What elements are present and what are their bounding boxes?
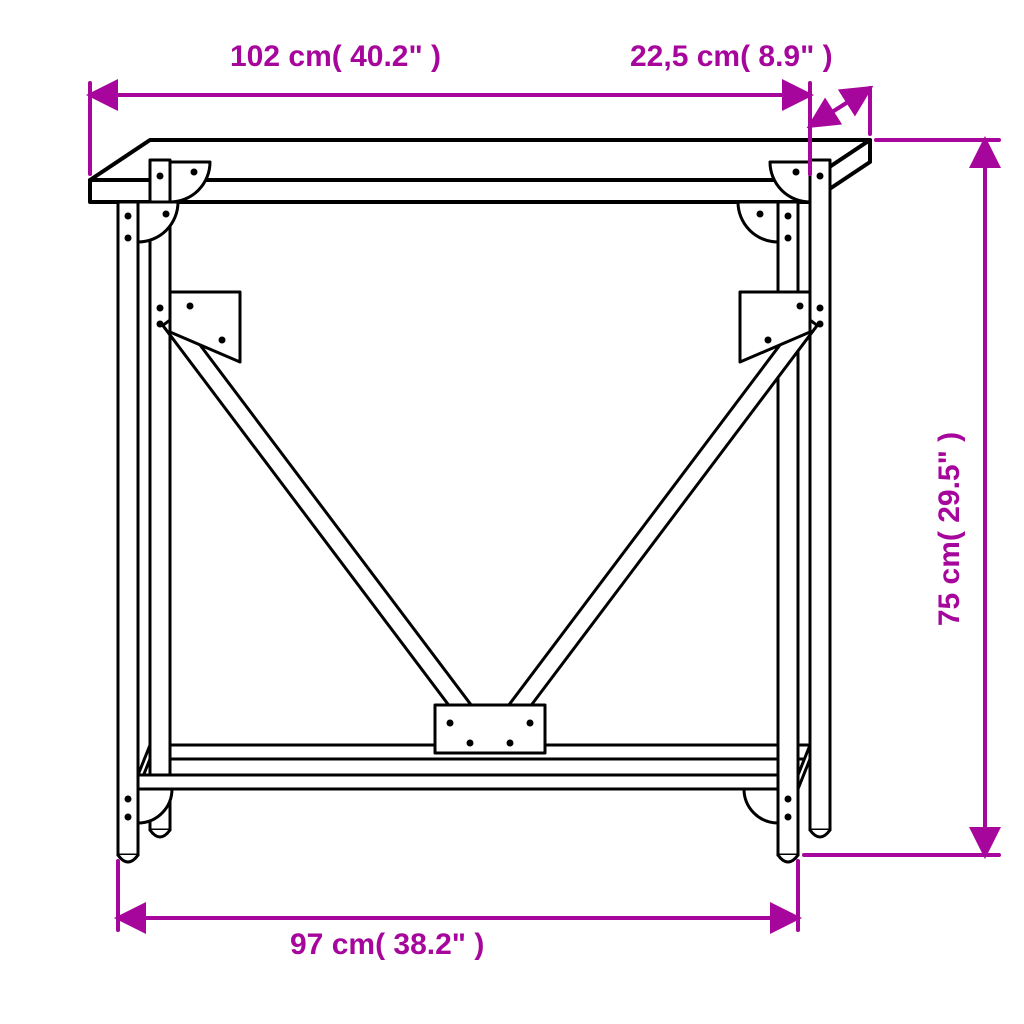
diagram-svg [0, 0, 1024, 1024]
diagram-stage: 102 cm( 40.2" ) 22,5 cm( 8.9" ) 97 cm( 3… [0, 0, 1024, 1024]
dim-label-depth: 22,5 cm( 8.9" ) [630, 40, 833, 74]
dim-label-top-width: 102 cm( 40.2" ) [230, 40, 441, 74]
dim-label-inner-width: 97 cm( 38.2" ) [290, 928, 484, 962]
dim-label-height: 75 cm( 29.5" ) [933, 409, 967, 649]
